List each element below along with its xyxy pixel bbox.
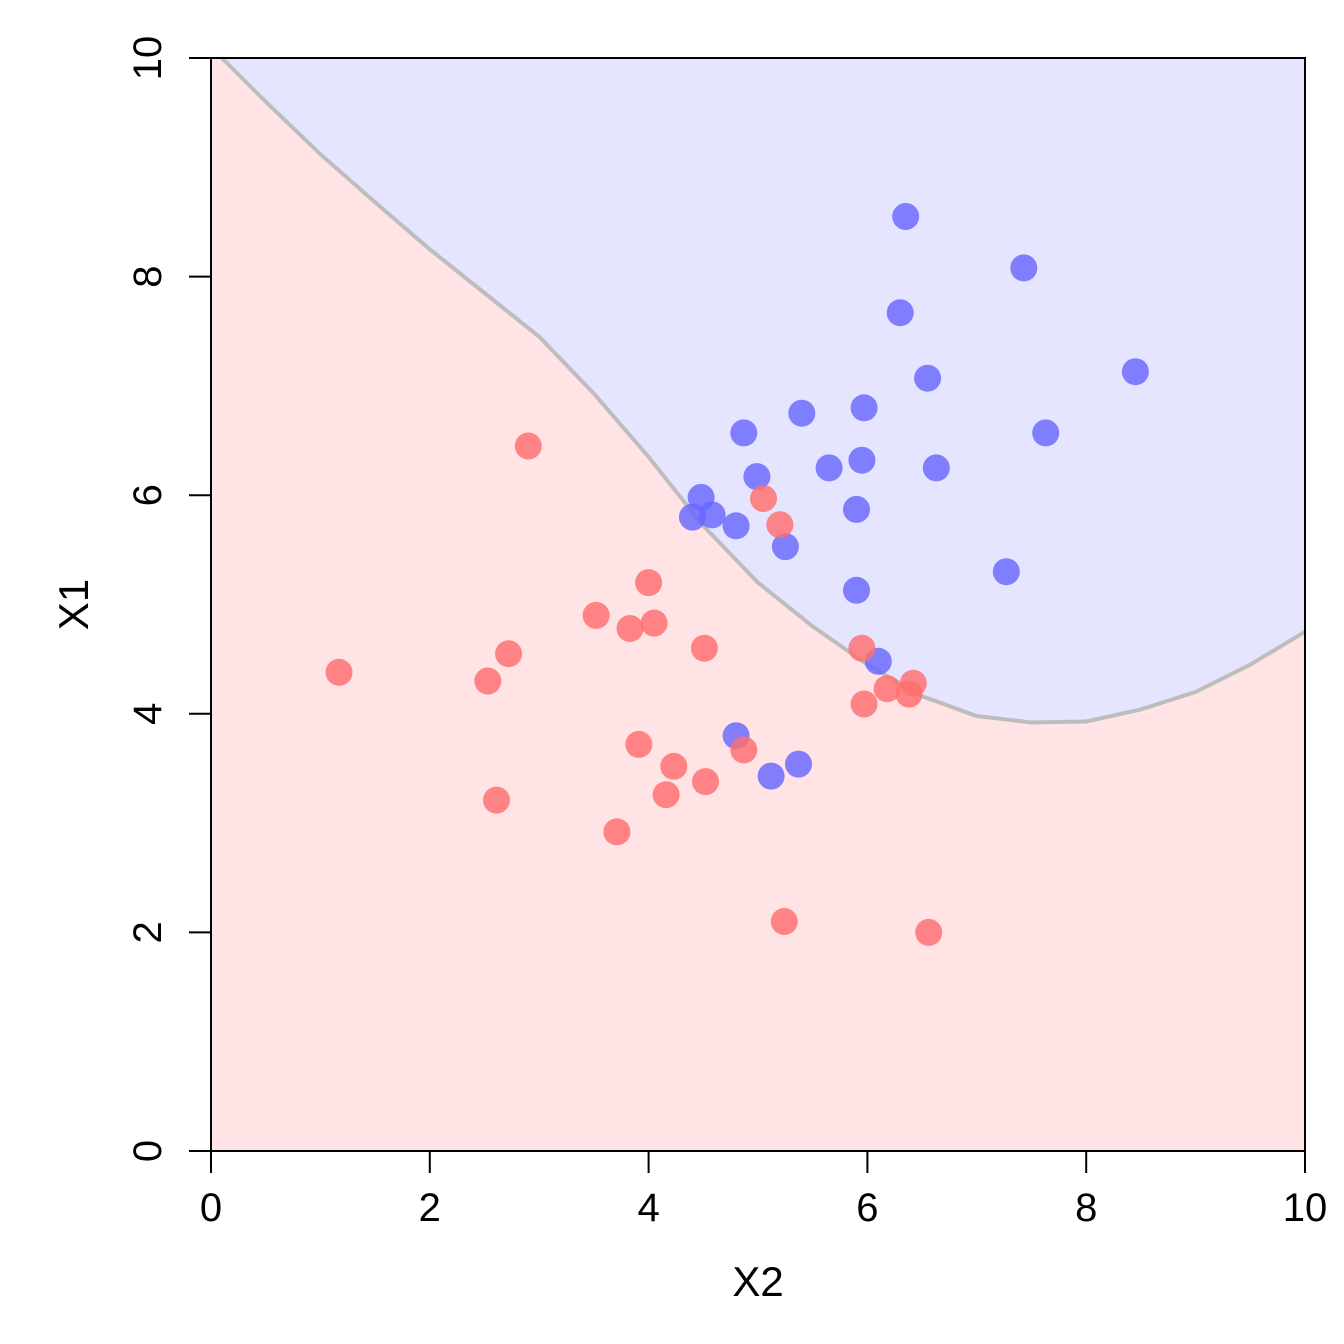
data-point-red bbox=[616, 615, 644, 642]
data-point-blue bbox=[843, 576, 870, 604]
data-point-blue bbox=[922, 454, 950, 482]
data-point-blue bbox=[722, 512, 750, 540]
y-axis: 0 2 4 6 8 10 bbox=[126, 36, 211, 1162]
data-point-blue bbox=[886, 299, 914, 327]
data-point-red bbox=[895, 680, 923, 708]
data-point-red bbox=[635, 569, 663, 597]
data-point-red bbox=[770, 908, 798, 935]
data-point-red bbox=[514, 432, 542, 460]
data-point-red bbox=[660, 752, 688, 780]
data-points bbox=[325, 203, 1149, 946]
data-point-red bbox=[690, 634, 718, 662]
y-tick-label: 8 bbox=[126, 265, 170, 287]
data-point-blue bbox=[848, 446, 876, 474]
data-point-blue bbox=[698, 501, 726, 529]
region-above-boundary bbox=[211, 58, 1305, 723]
x-axis: 0 2 4 6 8 10 bbox=[200, 1151, 1327, 1230]
data-point-red bbox=[652, 781, 680, 809]
classification-regions bbox=[211, 58, 1305, 1151]
y-tick-label: 2 bbox=[126, 921, 170, 943]
data-point-red bbox=[915, 918, 943, 946]
data-point-blue bbox=[730, 419, 758, 447]
y-tick-label: 10 bbox=[126, 36, 170, 81]
data-point-red bbox=[325, 658, 353, 686]
data-point-blue bbox=[850, 394, 878, 422]
x-tick-label: 8 bbox=[1075, 1186, 1097, 1230]
plot-frame bbox=[210, 57, 1306, 1152]
data-point-red bbox=[582, 601, 610, 629]
data-point-blue bbox=[743, 463, 771, 491]
data-point-red bbox=[640, 609, 668, 637]
decision-boundary bbox=[220, 56, 1307, 725]
data-point-red bbox=[474, 667, 502, 695]
y-tick-label: 6 bbox=[126, 484, 170, 506]
data-point-blue bbox=[678, 503, 706, 531]
data-point-blue bbox=[1032, 419, 1060, 447]
y-tick-label: 4 bbox=[126, 703, 170, 725]
data-point-blue bbox=[992, 558, 1020, 586]
data-point-blue bbox=[1121, 358, 1149, 386]
data-point-red bbox=[766, 511, 794, 539]
data-point-blue bbox=[757, 762, 785, 790]
data-point-red bbox=[750, 485, 777, 512]
y-axis-title: X1 bbox=[50, 579, 97, 630]
x-tick-label: 4 bbox=[637, 1186, 659, 1230]
data-point-red bbox=[495, 640, 523, 668]
boundary-line bbox=[220, 56, 1307, 725]
data-point-red bbox=[603, 818, 631, 846]
x-axis-title: X2 bbox=[732, 1258, 783, 1305]
data-point-red bbox=[483, 786, 510, 814]
data-point-blue bbox=[914, 364, 942, 392]
data-point-blue bbox=[892, 203, 920, 230]
data-point-red bbox=[850, 690, 878, 718]
x-tick-label: 2 bbox=[419, 1186, 441, 1230]
data-point-red bbox=[873, 675, 901, 703]
x-tick-label: 10 bbox=[1283, 1186, 1328, 1230]
data-point-red bbox=[625, 730, 653, 758]
data-point-red bbox=[848, 634, 876, 662]
data-point-red bbox=[692, 768, 719, 796]
data-point-blue bbox=[1010, 254, 1038, 282]
data-point-blue bbox=[843, 495, 870, 523]
data-point-blue bbox=[771, 533, 799, 561]
x-tick-label: 6 bbox=[856, 1186, 878, 1230]
data-point-blue bbox=[785, 750, 812, 778]
y-tick-label: 0 bbox=[126, 1140, 170, 1162]
data-point-red bbox=[730, 736, 758, 764]
data-point-blue bbox=[815, 454, 843, 482]
x-tick-label: 0 bbox=[200, 1186, 222, 1230]
data-point-blue bbox=[788, 399, 816, 427]
